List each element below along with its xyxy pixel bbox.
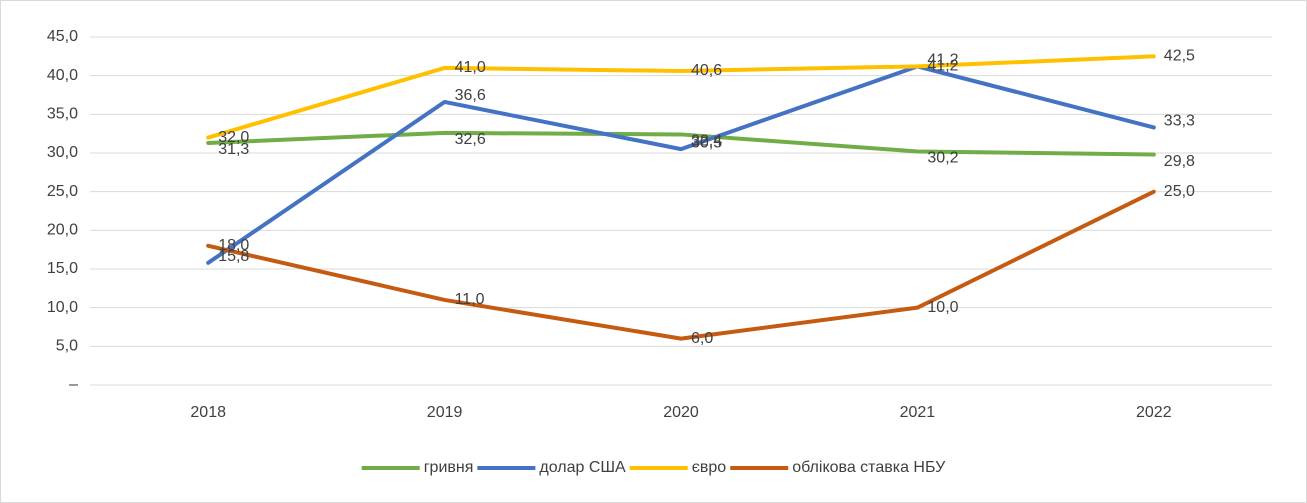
y-tick-label: 15,0 — [47, 260, 78, 277]
data-label: 32,0 — [218, 129, 249, 146]
x-tick-label: 2022 — [1136, 404, 1172, 421]
data-label: 41,0 — [455, 59, 486, 76]
data-label: 31,3 — [218, 141, 249, 158]
data-label: 30,5 — [691, 134, 722, 151]
y-tick-label: 40,0 — [47, 67, 78, 84]
data-label: 10,0 — [927, 299, 958, 316]
y-tick-label: 25,0 — [47, 183, 78, 200]
y-tick-label: 20,0 — [47, 222, 78, 239]
data-label: 18,0 — [218, 237, 249, 254]
data-label: 25,0 — [1164, 183, 1195, 200]
data-label: 40,6 — [691, 62, 722, 79]
legend-label: долар США — [539, 459, 626, 476]
series-line — [206, 64, 1156, 265]
series-line — [206, 130, 1156, 157]
y-tick-label: 30,0 — [47, 144, 78, 161]
y-tick-label: 10,0 — [47, 299, 78, 316]
data-label: 36,6 — [455, 87, 486, 104]
series-line — [206, 54, 1156, 140]
y-tick-label: 45,0 — [47, 28, 78, 45]
data-label: 6,0 — [691, 330, 713, 347]
y-tick-label: – — [69, 376, 78, 393]
data-label: 41,2 — [927, 52, 958, 69]
data-label: 11,0 — [455, 291, 485, 308]
legend-label: облікова ставка НБУ — [792, 459, 946, 476]
data-label: 33,3 — [1164, 113, 1195, 130]
data-label: 32,6 — [455, 131, 486, 148]
data-label: 32,4 — [691, 133, 722, 150]
data-label: 15,8 — [218, 248, 249, 265]
data-label: 42,5 — [1164, 48, 1195, 65]
x-tick-label: 2020 — [663, 404, 699, 421]
data-label: 30,2 — [927, 150, 958, 167]
y-tick-label: 35,0 — [47, 106, 78, 123]
data-label: 29,8 — [1164, 153, 1195, 170]
legend-label: гривня — [424, 459, 474, 476]
data-label: 41,2 — [927, 58, 958, 75]
series-line — [206, 189, 1156, 341]
y-tick-label: 5,0 — [56, 338, 78, 355]
x-tick-label: 2021 — [900, 404, 936, 421]
legend-label: євро — [692, 459, 727, 476]
x-tick-label: 2018 — [190, 404, 226, 421]
x-tick-label: 2019 — [427, 404, 463, 421]
